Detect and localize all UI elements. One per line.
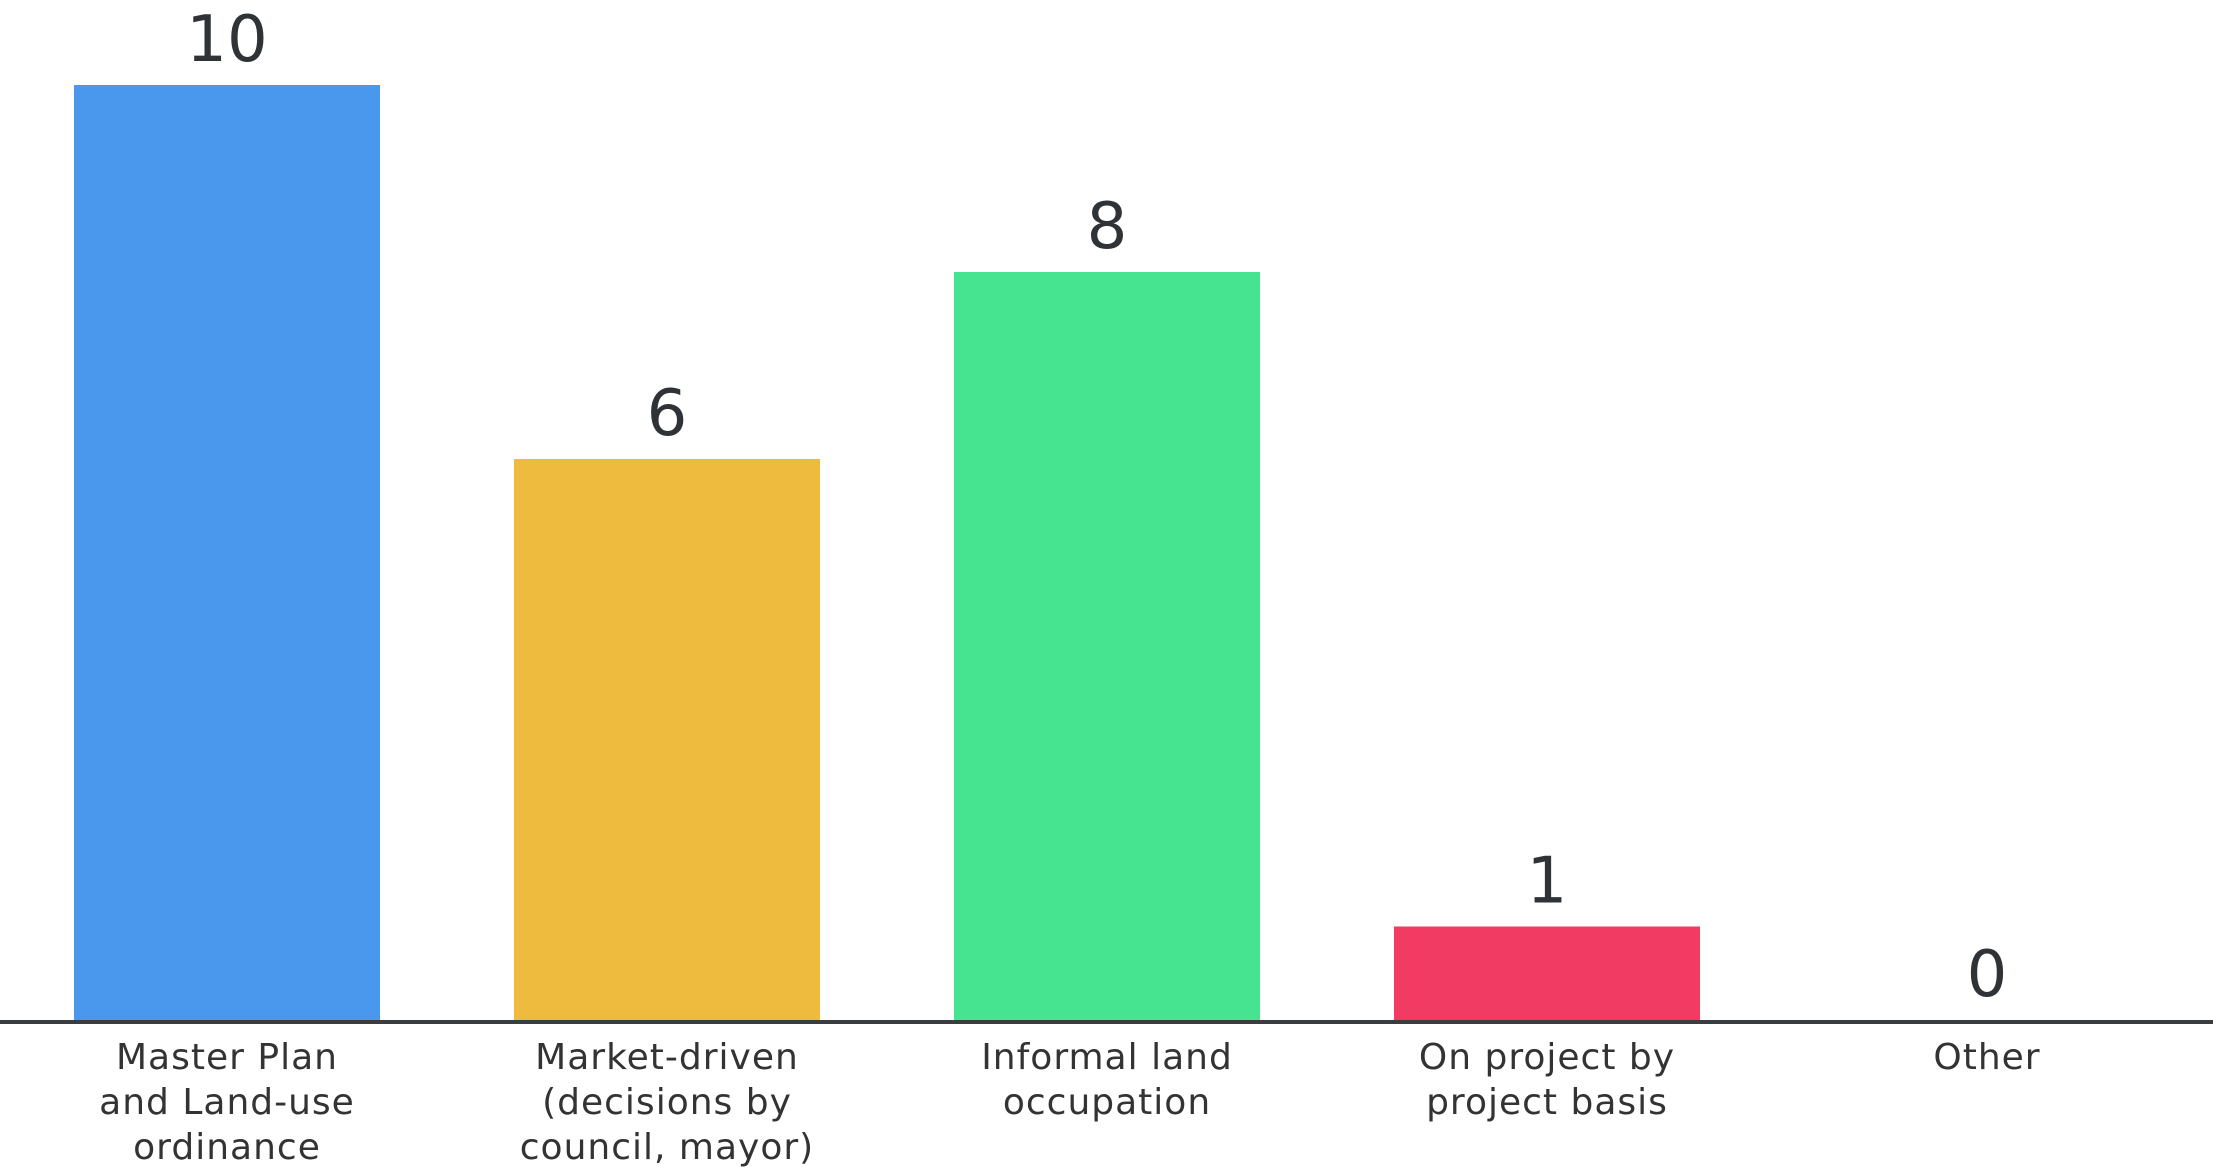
category-label-1-line-1: (decisions by [542,1082,792,1123]
category-label-0-line-2: ordinance [133,1127,321,1167]
bars-group [74,85,1700,1020]
bar-3 [1394,926,1700,1020]
category-label-1-line-0: Market-driven [535,1037,799,1078]
bar-1 [514,459,820,1020]
category-label-3-line-1: project basis [1426,1082,1668,1123]
value-label-2: 8 [1087,190,1128,264]
category-label-2-line-0: Informal land [981,1037,1233,1078]
value-label-3: 1 [1527,845,1568,919]
category-label-0-line-1: and Land-use [99,1082,355,1123]
bar-2 [954,272,1260,1020]
category-label-0-line-0: Master Plan [116,1037,338,1078]
category-label-1-line-2: council, mayor) [520,1127,814,1167]
category-label-2-line-1: occupation [1003,1082,1211,1123]
value-label-1: 6 [647,377,688,451]
category-label-4-line-0: Other [1933,1037,2040,1078]
value-label-0: 10 [186,3,267,77]
bar-0 [74,85,380,1020]
value-label-4: 0 [1967,938,2008,1012]
category-label-3-line-0: On project by [1419,1037,1675,1078]
